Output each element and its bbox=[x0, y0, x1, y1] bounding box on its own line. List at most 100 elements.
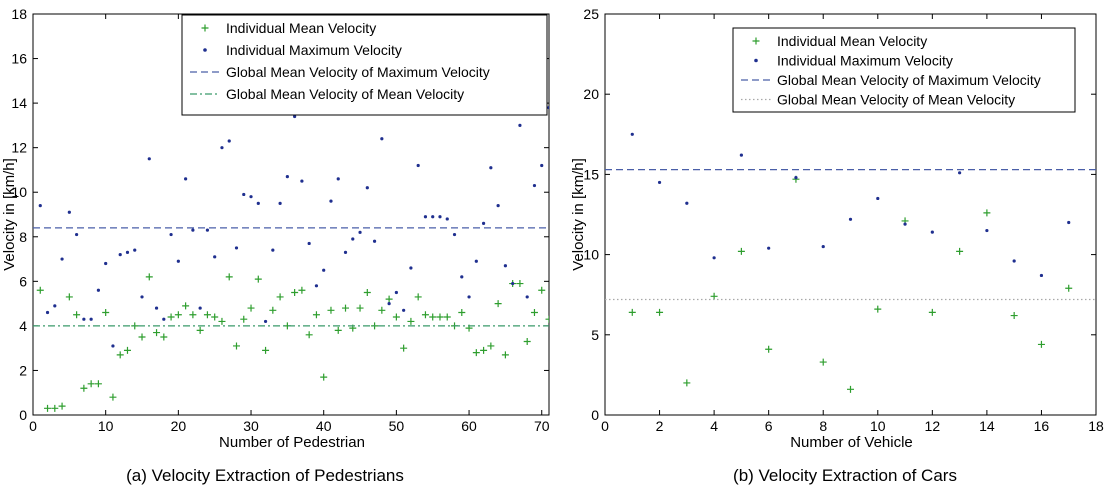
y-axis-label: Velocity in [km/h] bbox=[1, 158, 18, 271]
max-velocity-point bbox=[220, 146, 224, 150]
mean-velocity-point bbox=[247, 304, 255, 312]
mean-velocity-point bbox=[400, 344, 408, 352]
legend-entry: Global Mean Velocity of Mean Velocity bbox=[777, 92, 1015, 108]
mean-velocity-point bbox=[182, 302, 190, 310]
x-axis-label: Number of Pedestrian bbox=[219, 434, 365, 451]
mean-velocity-point bbox=[523, 337, 531, 345]
mean-velocity-point bbox=[167, 313, 175, 321]
max-velocity-point bbox=[511, 281, 515, 286]
mean-velocity-point bbox=[174, 311, 182, 319]
max-velocity-point bbox=[365, 186, 369, 190]
max-velocity-point bbox=[903, 222, 907, 226]
x-tick-label: 30 bbox=[243, 418, 259, 434]
data-area bbox=[605, 132, 1096, 393]
y-tick-label: 0 bbox=[19, 407, 27, 423]
mean-velocity-point bbox=[683, 379, 691, 387]
mean-velocity-point bbox=[116, 351, 124, 359]
y-axis-label: Velocity in [km/h] bbox=[570, 158, 587, 271]
y-tick-label: 6 bbox=[19, 273, 27, 289]
mean-velocity-point bbox=[189, 311, 197, 319]
x-tick-label: 6 bbox=[765, 418, 773, 434]
max-velocity-point bbox=[198, 306, 202, 310]
max-velocity-point bbox=[140, 295, 144, 299]
max-velocity-point bbox=[532, 183, 537, 188]
max-velocity-point bbox=[89, 317, 93, 321]
legend-entry: Individual Mean Velocity bbox=[226, 20, 376, 36]
max-velocity-point bbox=[496, 203, 500, 208]
max-velocity-point bbox=[540, 163, 544, 168]
max-velocity-point bbox=[300, 179, 304, 183]
legend-mean-marker bbox=[201, 24, 209, 32]
max-velocity-point bbox=[336, 177, 340, 181]
mean-velocity-point bbox=[385, 295, 393, 303]
x-tick-label: 60 bbox=[461, 418, 477, 434]
mean-velocity-point bbox=[545, 315, 549, 323]
mean-velocity-point bbox=[429, 313, 437, 321]
mean-velocity-point bbox=[276, 293, 284, 301]
mean-velocity-point bbox=[501, 351, 509, 359]
y-tick-label: 2 bbox=[19, 362, 27, 378]
max-velocity-point bbox=[657, 180, 662, 185]
max-velocity-point bbox=[445, 217, 449, 221]
mean-velocity-point bbox=[334, 326, 342, 334]
legend-mean-marker bbox=[752, 37, 760, 45]
mean-velocity-point bbox=[109, 393, 117, 401]
mean-velocity-point bbox=[73, 311, 81, 319]
max-velocity-point bbox=[821, 244, 825, 249]
mean-velocity-point bbox=[58, 402, 66, 410]
axes-box bbox=[32, 13, 550, 416]
max-velocity-point bbox=[263, 319, 268, 324]
max-velocity-point bbox=[154, 306, 159, 310]
max-velocity-point bbox=[314, 284, 319, 288]
mean-velocity-point bbox=[312, 311, 320, 319]
y-tick-label: 12 bbox=[11, 140, 27, 156]
car-chart: 0 2 4 6 8 10 12 14 16 18 0 5 10 15 20 25 Number of Vehic… bbox=[570, 6, 1104, 485]
mean-velocity-point bbox=[1065, 284, 1073, 292]
max-velocity-point bbox=[372, 239, 377, 243]
mean-velocity-point bbox=[254, 275, 262, 283]
x-tick-label: 40 bbox=[316, 418, 332, 434]
mean-velocity-point bbox=[628, 308, 636, 316]
max-velocity-point bbox=[503, 264, 507, 268]
max-velocity-point bbox=[125, 250, 130, 254]
mean-velocity-point bbox=[710, 292, 718, 300]
y-tick-label: 14 bbox=[11, 95, 27, 111]
axes-box bbox=[604, 13, 1097, 416]
x-tick-label: 10 bbox=[870, 418, 886, 434]
max-velocity-point bbox=[176, 259, 180, 263]
mean-velocity-point bbox=[320, 373, 328, 381]
x-tick-label: 2 bbox=[656, 418, 664, 434]
mean-velocity-point bbox=[378, 306, 386, 314]
mean-velocity-point bbox=[225, 273, 233, 281]
legend-max-marker bbox=[203, 48, 207, 52]
mean-velocity-point bbox=[36, 286, 44, 294]
mean-velocity-point bbox=[87, 380, 95, 388]
legend-box bbox=[732, 27, 1076, 113]
max-velocity-point bbox=[712, 256, 716, 260]
legend-entry: Individual Mean Velocity bbox=[777, 33, 927, 49]
max-velocity-point bbox=[985, 228, 989, 233]
max-velocity-point bbox=[1039, 273, 1044, 278]
max-velocity-point bbox=[249, 195, 253, 199]
mean-velocity-point bbox=[480, 346, 488, 354]
y-tick-label: 4 bbox=[19, 318, 27, 334]
max-velocity-point bbox=[409, 266, 413, 270]
max-velocity-point bbox=[111, 344, 115, 348]
legend-max-marker bbox=[754, 58, 758, 63]
max-velocity-point bbox=[285, 175, 289, 179]
max-velocity-point bbox=[380, 137, 384, 141]
max-velocity-point bbox=[467, 295, 471, 299]
mean-velocity-point bbox=[145, 273, 153, 281]
max-velocity-point bbox=[169, 232, 173, 237]
mean-velocity-point bbox=[102, 309, 110, 317]
max-velocity-point bbox=[394, 290, 398, 295]
max-velocity-point bbox=[452, 232, 457, 237]
x-tick-label: 10 bbox=[98, 418, 114, 434]
max-velocity-point bbox=[96, 288, 101, 292]
mean-velocity-point bbox=[51, 404, 59, 412]
y-tick-label: 18 bbox=[11, 6, 27, 22]
max-velocity-point bbox=[104, 261, 108, 266]
max-velocity-point bbox=[630, 132, 634, 136]
x-tick-label: 12 bbox=[925, 418, 941, 434]
max-velocity-point bbox=[278, 201, 282, 205]
